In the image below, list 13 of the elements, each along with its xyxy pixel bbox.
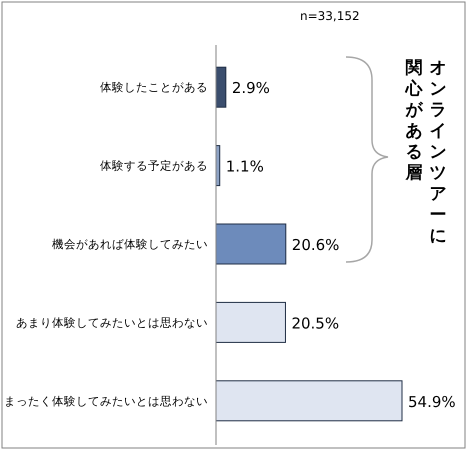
y-tick-label: 体験する予定がある (100, 158, 208, 173)
y-tick-label: 機会があれば体験してみたい (52, 237, 208, 251)
data-label: 54.9% (408, 392, 456, 411)
text: n=33,152 (300, 9, 360, 23)
data-label: 1.1% (226, 158, 264, 176)
text: オンラインツアーに (430, 58, 446, 246)
text: 関心がある層 (405, 58, 423, 184)
y-tick-label: まったく体験してみたいとは思わない (4, 394, 208, 408)
y-tick-label: あまり体験してみたいとは思わない (16, 315, 208, 330)
data-label: 20.5% (291, 314, 340, 332)
data-label: 2.9% (232, 79, 270, 98)
data-label: 20.6% (292, 236, 340, 254)
y-tick-label: 体験したことがある (100, 80, 208, 94)
